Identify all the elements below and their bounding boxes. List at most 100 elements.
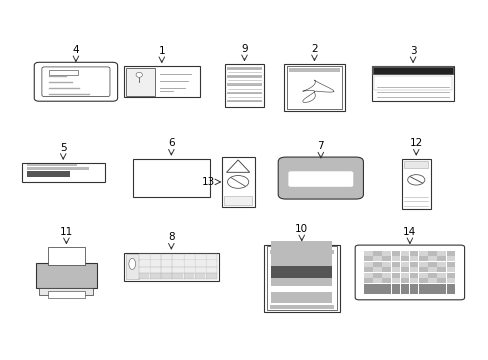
Bar <box>139 274 149 279</box>
Bar <box>372 251 381 256</box>
Bar <box>269 249 333 254</box>
Bar <box>409 278 418 283</box>
Bar <box>263 244 339 312</box>
Bar <box>183 267 194 273</box>
Bar <box>400 262 408 267</box>
Bar <box>436 267 445 273</box>
Bar <box>150 261 160 267</box>
Bar <box>400 284 408 289</box>
Bar <box>372 262 381 267</box>
Bar <box>48 292 84 297</box>
Bar <box>372 284 381 289</box>
Bar <box>126 68 155 96</box>
Bar <box>391 273 399 278</box>
Bar <box>27 164 77 166</box>
Bar <box>446 278 454 283</box>
Bar <box>372 289 381 294</box>
Bar <box>436 262 445 267</box>
Bar <box>194 261 205 267</box>
Bar <box>409 273 418 278</box>
Bar <box>172 255 183 260</box>
Text: 4: 4 <box>73 45 79 55</box>
Bar <box>226 71 262 74</box>
FancyBboxPatch shape <box>42 67 110 96</box>
Bar <box>418 267 427 273</box>
Text: 2: 2 <box>310 44 317 54</box>
Bar <box>418 256 427 261</box>
Bar <box>382 278 390 283</box>
Bar <box>194 267 205 273</box>
FancyBboxPatch shape <box>354 245 464 300</box>
Bar <box>418 289 427 294</box>
Bar <box>400 273 408 278</box>
Bar <box>194 274 205 279</box>
Polygon shape <box>226 160 249 172</box>
Bar <box>205 267 216 273</box>
Bar <box>266 247 336 310</box>
Bar <box>364 284 372 289</box>
Bar <box>205 255 216 260</box>
Bar <box>371 66 453 75</box>
Bar <box>161 261 171 267</box>
Bar <box>427 278 436 283</box>
Bar <box>27 171 70 177</box>
Bar <box>161 255 171 260</box>
Bar <box>418 284 427 289</box>
Bar <box>400 289 408 294</box>
Bar <box>382 289 390 294</box>
Bar <box>224 197 252 206</box>
Bar <box>372 273 381 278</box>
Bar <box>418 262 427 267</box>
Bar <box>382 284 390 289</box>
Bar <box>364 256 372 261</box>
Bar <box>427 273 436 278</box>
Bar <box>226 75 262 78</box>
Bar <box>22 163 104 181</box>
Bar <box>382 267 390 273</box>
Bar <box>372 278 381 283</box>
Bar <box>49 71 78 75</box>
Bar <box>172 274 183 279</box>
Bar <box>446 251 454 256</box>
Bar <box>409 267 418 273</box>
Text: 8: 8 <box>168 233 174 242</box>
Bar <box>427 256 436 261</box>
Bar <box>404 161 427 168</box>
Bar <box>133 159 209 197</box>
Bar <box>382 262 390 267</box>
Text: 5: 5 <box>60 143 66 153</box>
Bar <box>183 274 194 279</box>
Bar <box>391 289 399 294</box>
Bar <box>226 87 262 90</box>
Bar <box>364 267 372 273</box>
Bar <box>400 278 408 283</box>
Text: 10: 10 <box>295 224 307 234</box>
Bar <box>418 251 427 256</box>
Bar <box>284 64 344 111</box>
Bar <box>225 64 263 107</box>
Bar <box>391 267 399 273</box>
Bar <box>400 256 408 261</box>
Bar <box>418 278 427 283</box>
Bar <box>409 256 418 261</box>
Text: 12: 12 <box>409 138 422 148</box>
Bar <box>409 251 418 256</box>
Bar <box>226 84 262 86</box>
Bar <box>150 267 160 273</box>
Bar <box>271 256 332 264</box>
Bar <box>391 262 399 267</box>
Bar <box>226 67 262 70</box>
Bar <box>286 66 342 109</box>
Bar <box>150 255 160 260</box>
Bar <box>391 278 399 283</box>
Bar <box>226 91 262 94</box>
Bar <box>39 288 93 295</box>
Text: 1: 1 <box>158 46 165 56</box>
Bar <box>391 256 399 261</box>
Bar <box>446 284 454 289</box>
Bar <box>36 264 97 288</box>
Bar <box>125 254 139 279</box>
Bar <box>150 274 160 279</box>
Bar <box>123 66 200 97</box>
Bar <box>382 251 390 256</box>
